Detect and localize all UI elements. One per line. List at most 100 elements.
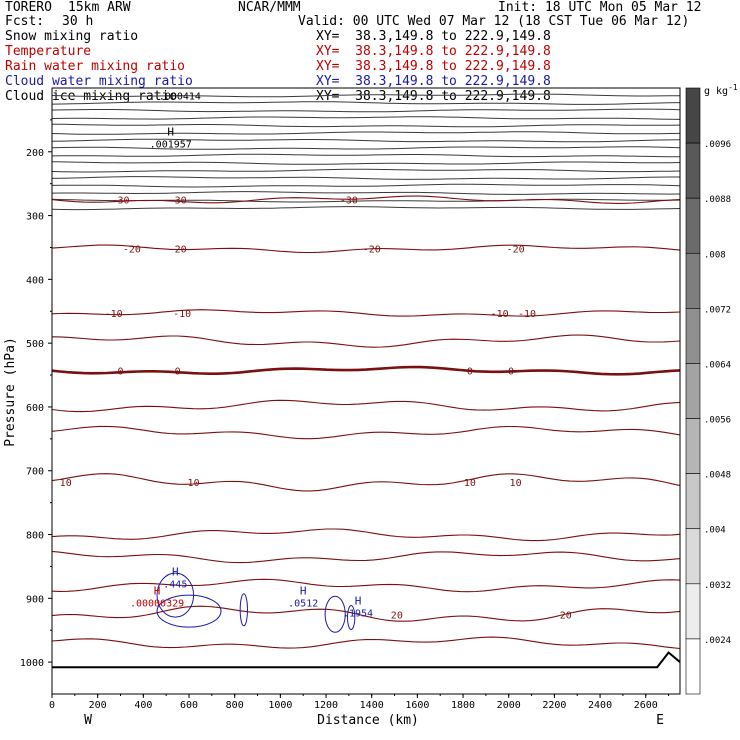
temperature-contour-label: -30 — [340, 196, 358, 207]
y-tick-label: 900 — [26, 594, 44, 605]
cloud-water-contour — [156, 594, 222, 628]
cloud-ice-line — [52, 93, 680, 98]
colorbar-swatch — [685, 142, 701, 199]
x-tick-label: 0 — [49, 700, 55, 711]
y-tick-label: 200 — [26, 148, 44, 159]
colorbar-tick-label: .004 — [704, 526, 726, 536]
colorbar-tick-label: .0032 — [704, 581, 731, 591]
high-marker: H — [167, 125, 174, 138]
colorbar-swatch — [685, 528, 701, 585]
colorbar-tick-label: .0096 — [704, 140, 731, 150]
temperature-contour-label: 0 — [467, 367, 473, 378]
x-tick-label: 400 — [134, 700, 152, 711]
high-marker: H — [355, 594, 362, 607]
field-xy-cloud-ice: XY= 38.3,149.8 to 222.9,149.8 — [316, 89, 551, 104]
x-tick-label: 2200 — [542, 700, 566, 711]
x-tick-label: 2400 — [588, 700, 612, 711]
x-tick-label: 1000 — [268, 700, 292, 711]
temperature-contour — [52, 528, 680, 542]
colorbar-tick-label: .0072 — [704, 305, 731, 315]
field-name-cloud-water: Cloud water mixing ratio — [5, 74, 193, 89]
temperature-contour — [52, 578, 680, 593]
forecast-hour: 30 h — [62, 14, 94, 29]
cloud-ice-line — [52, 161, 680, 165]
temperature-contour — [52, 365, 680, 376]
cloud-ice-line — [52, 101, 680, 105]
high-marker: H — [154, 585, 161, 598]
y-tick-label: 500 — [26, 339, 44, 350]
colorbar-swatch — [685, 87, 701, 144]
temperature-contour-label: -30 — [169, 196, 187, 207]
cloud-ice-line — [52, 123, 680, 128]
cloud-water-contour — [347, 604, 356, 630]
temperature-contour-label: -20 — [363, 245, 381, 256]
temperature-contour-label: 0 — [117, 367, 123, 378]
cloud-ice-line — [52, 176, 680, 180]
axes: 0 200 400 600 800 1000 1200 1400 1600 1800 2000 220… — [20, 119, 670, 711]
temperature-contour — [52, 309, 680, 317]
temperature-contour — [52, 636, 680, 650]
colorbar-tick-label: .0056 — [704, 416, 731, 426]
high-marker: H — [300, 585, 307, 598]
colorbar-swatch — [685, 197, 701, 254]
colorbar-swatch — [685, 308, 701, 364]
valid-time: Valid: 00 UTC Wed 07 Mar 12 (18 CST Tue … — [298, 14, 690, 29]
west-label: W — [84, 713, 92, 728]
temperature-contour-label: -20 — [507, 245, 525, 256]
extremum-value: .1954 — [343, 608, 373, 619]
model-name: TORERO — [5, 0, 52, 15]
cloud-ice-line — [52, 116, 680, 120]
x-tick-label: 1800 — [451, 700, 475, 711]
init-time: Init: 18 UTC Mon 05 Mar 12 — [498, 0, 702, 15]
field-name-snow: Snow mixing ratio — [5, 29, 139, 44]
temperature-contour-label: 0 — [508, 367, 514, 378]
y-tick-label: 1000 — [20, 658, 44, 669]
x-tick-label: 200 — [89, 700, 107, 711]
cloud-ice-line — [52, 108, 680, 113]
colorbar-swatch — [685, 638, 701, 695]
cloud-water-contour — [324, 595, 346, 633]
x-tick-label: 2000 — [497, 700, 521, 711]
extremum-value: .0512 — [288, 599, 318, 610]
temperature-contours — [52, 195, 680, 650]
colorbar-swatch — [685, 583, 701, 640]
cloud-ice-line — [52, 191, 680, 195]
y-tick-label: 800 — [26, 531, 44, 542]
x-tick-label: 2600 — [634, 700, 658, 711]
y-tick-label: 300 — [26, 212, 44, 223]
temperature-contour — [52, 334, 680, 348]
east-label: E — [656, 713, 664, 728]
field-name-cloud-ice: Cloud ice mixing ratio — [5, 89, 178, 104]
temperature-contour-label: -10 — [518, 309, 536, 320]
x-tick-label: 600 — [180, 700, 198, 711]
colorbar-tick-label: .0064 — [704, 360, 731, 370]
field-xy-cloud-water: XY= 38.3,149.8 to 222.9,149.8 — [316, 74, 551, 89]
field-xy-temperature: XY= 38.3,149.8 to 222.9,149.8 — [316, 44, 551, 59]
colorbar: .0096 .0088 .008 .0072 .0064 .0056 .0048 .004 .0… — [685, 87, 731, 695]
forecast-label: Fcst: — [5, 14, 45, 29]
cloud-ice-contours — [52, 93, 680, 211]
cloud-water-contours — [156, 572, 356, 633]
terrain-line — [52, 651, 680, 669]
temperature-contour-label: -20 — [169, 245, 187, 256]
temperature-contour — [52, 195, 680, 204]
temperature-contour-label: 10 — [464, 478, 476, 489]
x-tick-label: 1400 — [360, 700, 384, 711]
extremum-value: .445 — [163, 580, 187, 591]
x-tick-label: 800 — [226, 700, 244, 711]
temperature-contour — [52, 605, 680, 622]
extremum-value: .001957 — [150, 139, 192, 150]
temperature-contour — [52, 399, 680, 413]
temperature-contour-label: 20 — [391, 610, 403, 621]
colorbar-tick-label: .0088 — [704, 195, 731, 205]
colorbar-unit: g kg-1 — [704, 83, 738, 97]
contour-labels: -30 -30 -30 -20 -20 -20 -20 -10 -10 -10 -10 0 0 0 0 10 1… — [60, 92, 572, 622]
cloud-ice-line — [52, 206, 680, 211]
colorbar-swatch — [685, 418, 701, 474]
colorbar-swatch — [685, 473, 701, 530]
colorbar-tick-label: .0048 — [704, 471, 731, 481]
y-tick-label: 400 — [26, 275, 44, 286]
temperature-contour-label: 20 — [560, 610, 572, 621]
temperature-contour-label: -10 — [173, 309, 191, 320]
